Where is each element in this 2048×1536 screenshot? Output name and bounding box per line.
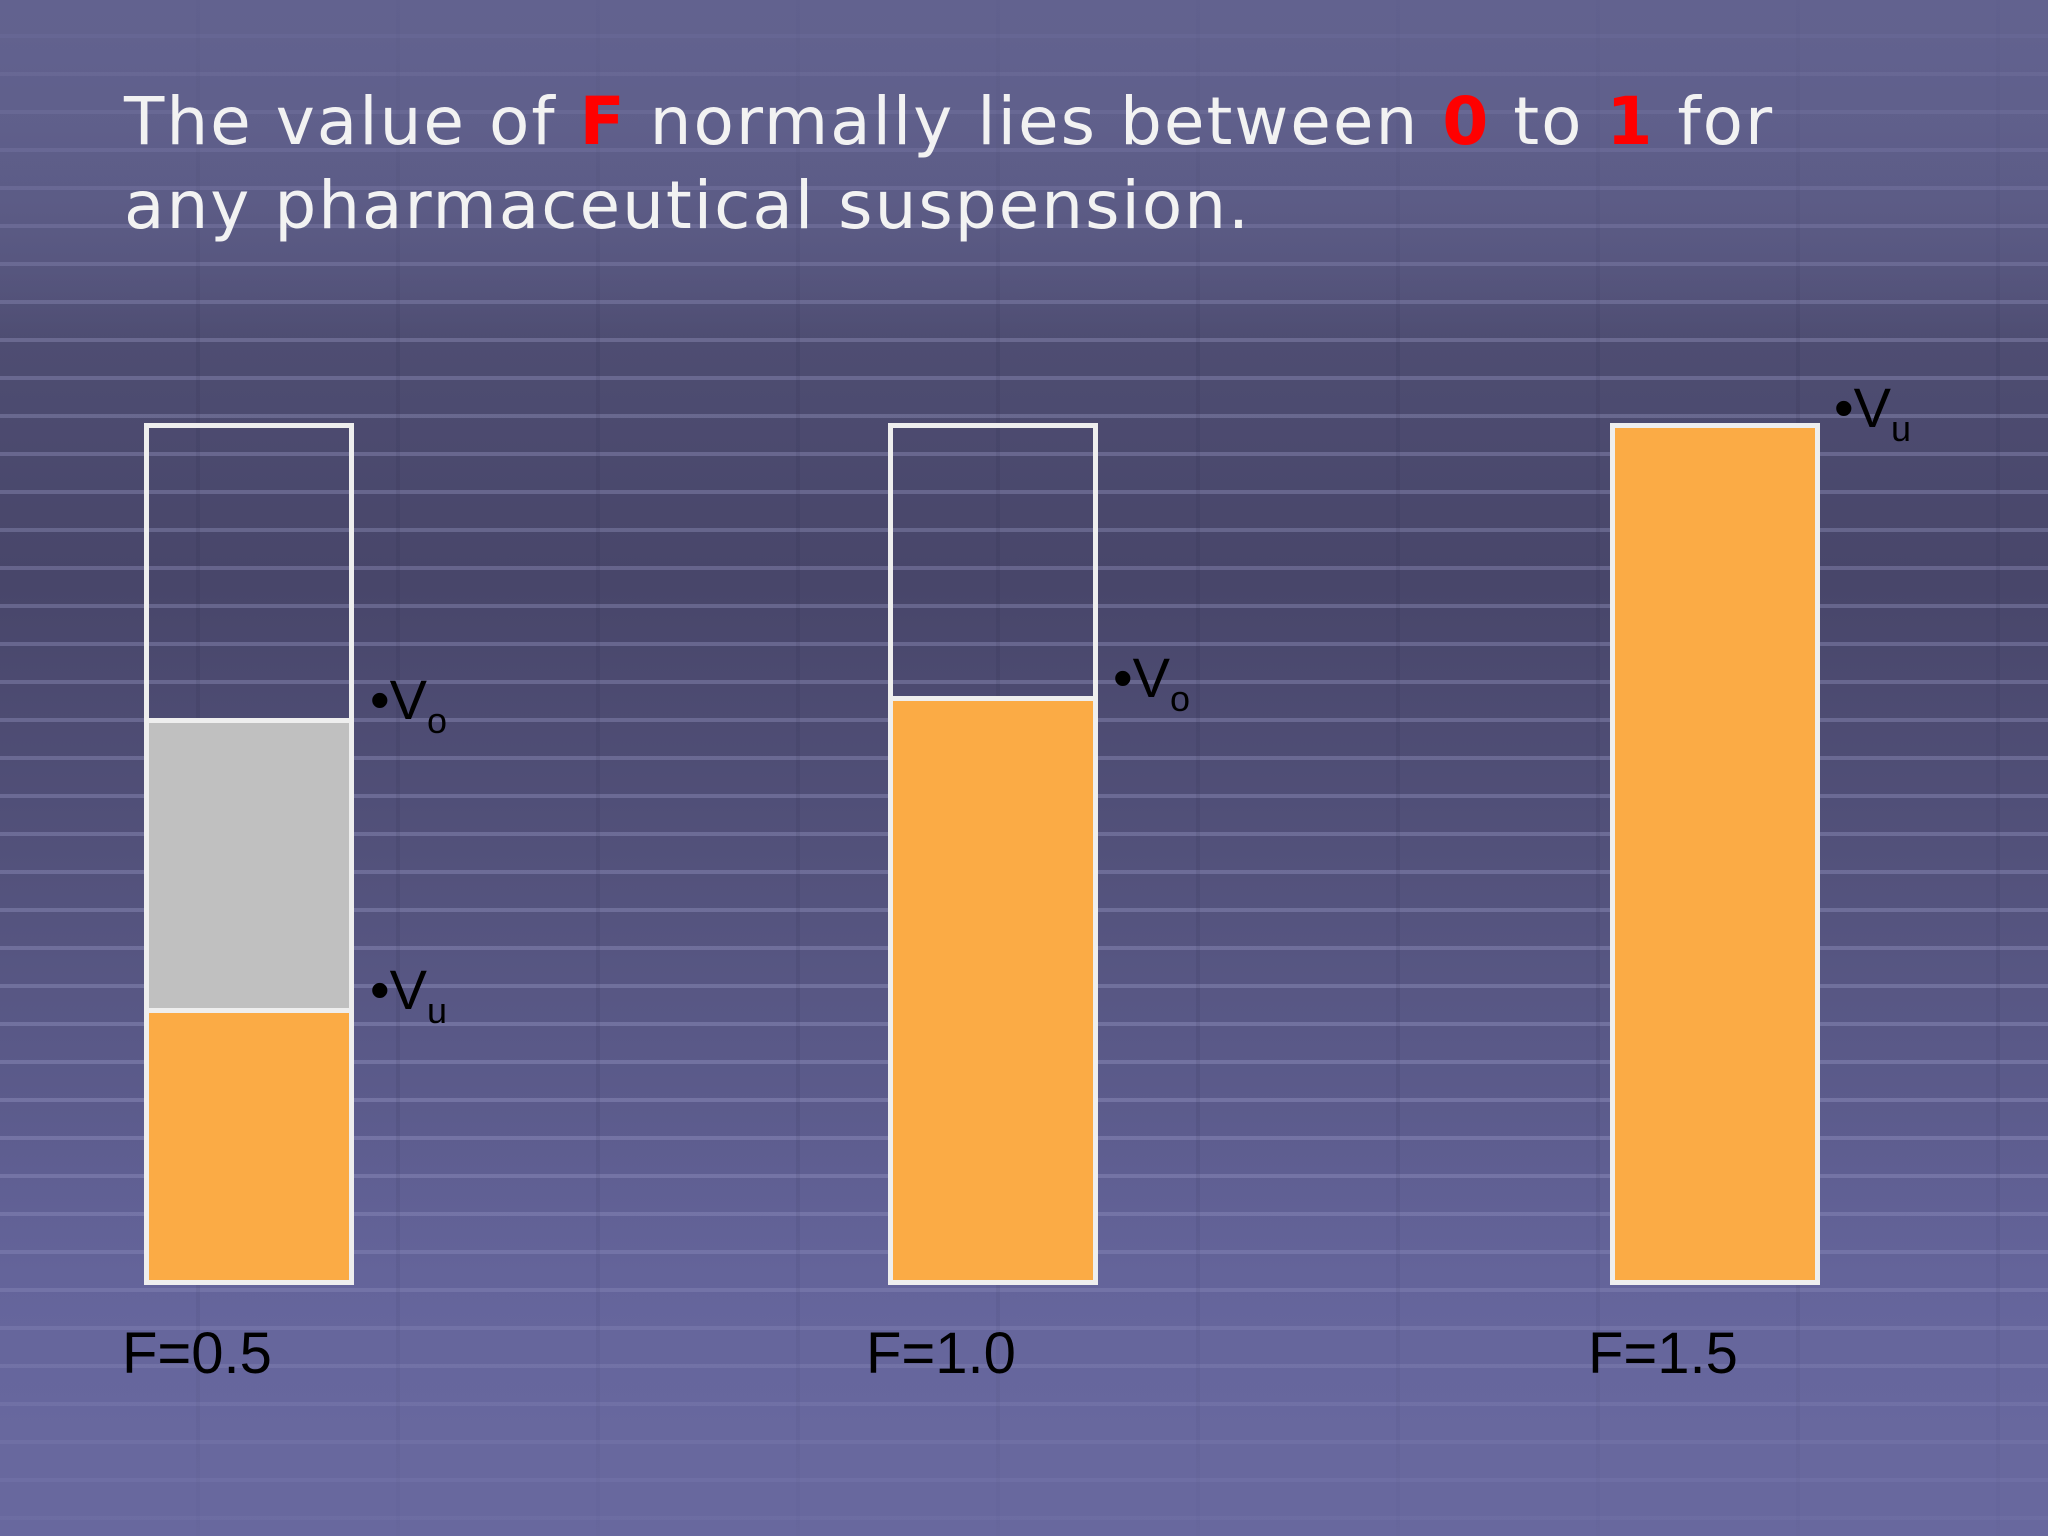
f-label: F=1.5 [1588,1321,1738,1386]
vo-label: •Vo [1113,646,1190,720]
sediment-layer [149,1008,349,1280]
title-text: to [1490,83,1607,160]
slide-title: The value of F normally lies between 0 t… [124,80,1924,248]
container-f-1-5 [1610,423,1820,1285]
supernatant-layer [149,718,349,1008]
empty-space [149,428,349,718]
title-text: for any pharmaceutical suspension. [124,83,1775,244]
vo-label: •Vo [370,668,447,742]
container-f-1-0 [888,423,1098,1285]
title-text: normally lies between [626,83,1443,160]
title-highlight-zero: 0 [1442,83,1491,160]
background-top-fade [0,0,2048,340]
sediment-layer [1615,428,1815,1280]
title-highlight-f: F [579,83,627,160]
title-text: The value of [124,83,580,160]
vu-label: •Vu [370,958,447,1032]
sediment-layer [893,696,1093,1280]
f-label: F=1.0 [866,1321,1016,1386]
f-label: F=0.5 [122,1321,272,1386]
container-f-0-5 [144,423,354,1285]
title-highlight-one: 1 [1606,83,1655,160]
empty-space [893,428,1093,696]
vu-label: •Vu [1834,376,1911,450]
